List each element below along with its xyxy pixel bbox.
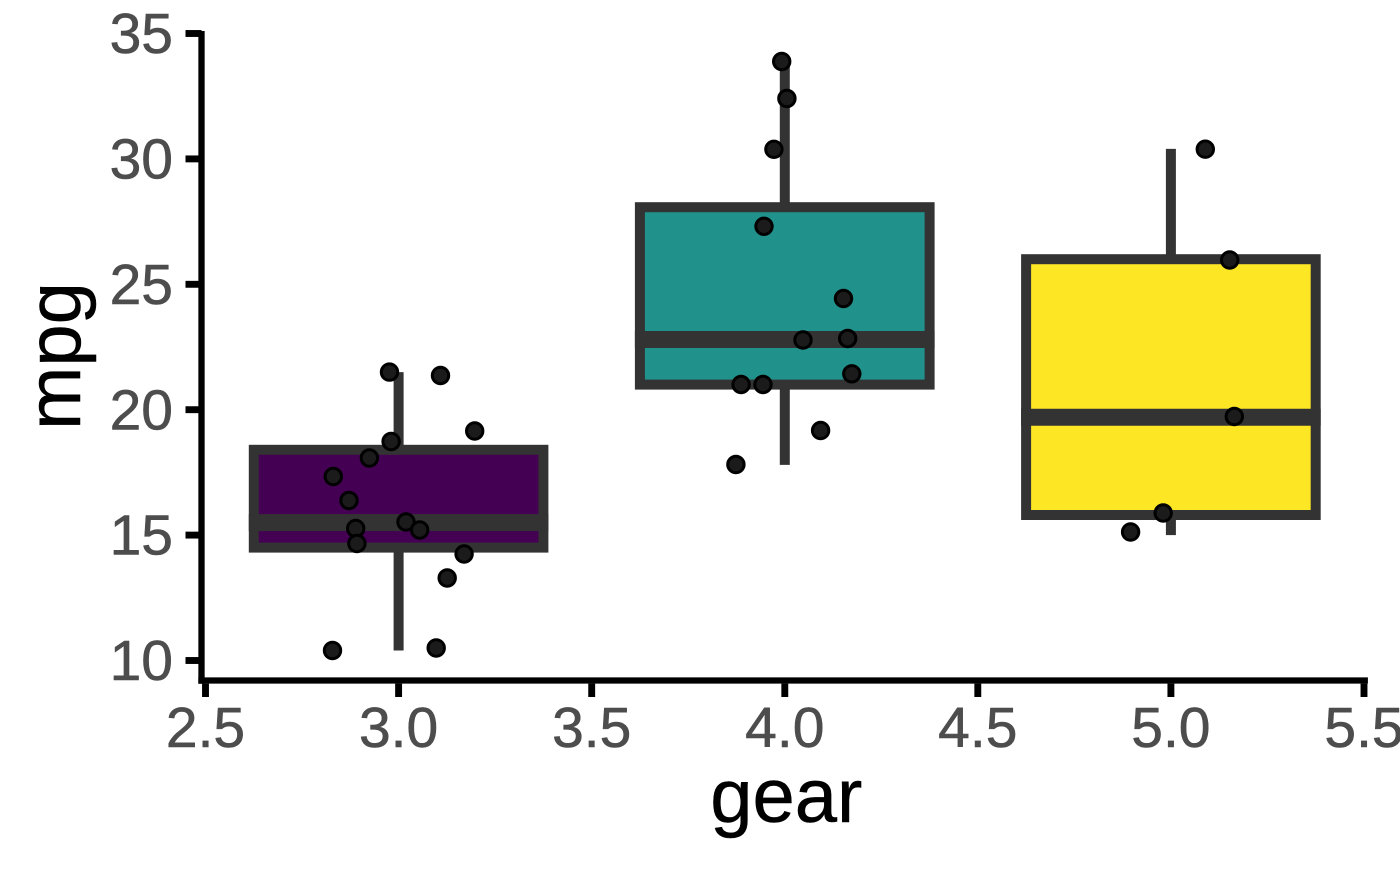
svg-text:4.5: 4.5 — [938, 696, 1017, 760]
svg-text:gear: gear — [710, 754, 862, 839]
svg-text:30: 30 — [110, 128, 173, 192]
svg-text:3.0: 3.0 — [359, 696, 438, 760]
svg-text:10: 10 — [110, 629, 173, 693]
svg-text:4.0: 4.0 — [745, 696, 824, 760]
svg-text:mpg: mpg — [12, 282, 97, 430]
svg-text:25: 25 — [110, 253, 173, 317]
svg-text:5.0: 5.0 — [1131, 696, 1210, 760]
svg-text:15: 15 — [110, 504, 173, 568]
svg-text:3.5: 3.5 — [552, 696, 631, 760]
svg-text:2.5: 2.5 — [166, 696, 245, 760]
svg-text:20: 20 — [110, 378, 173, 442]
svg-text:5.5: 5.5 — [1324, 696, 1400, 760]
svg-text:35: 35 — [110, 2, 173, 66]
